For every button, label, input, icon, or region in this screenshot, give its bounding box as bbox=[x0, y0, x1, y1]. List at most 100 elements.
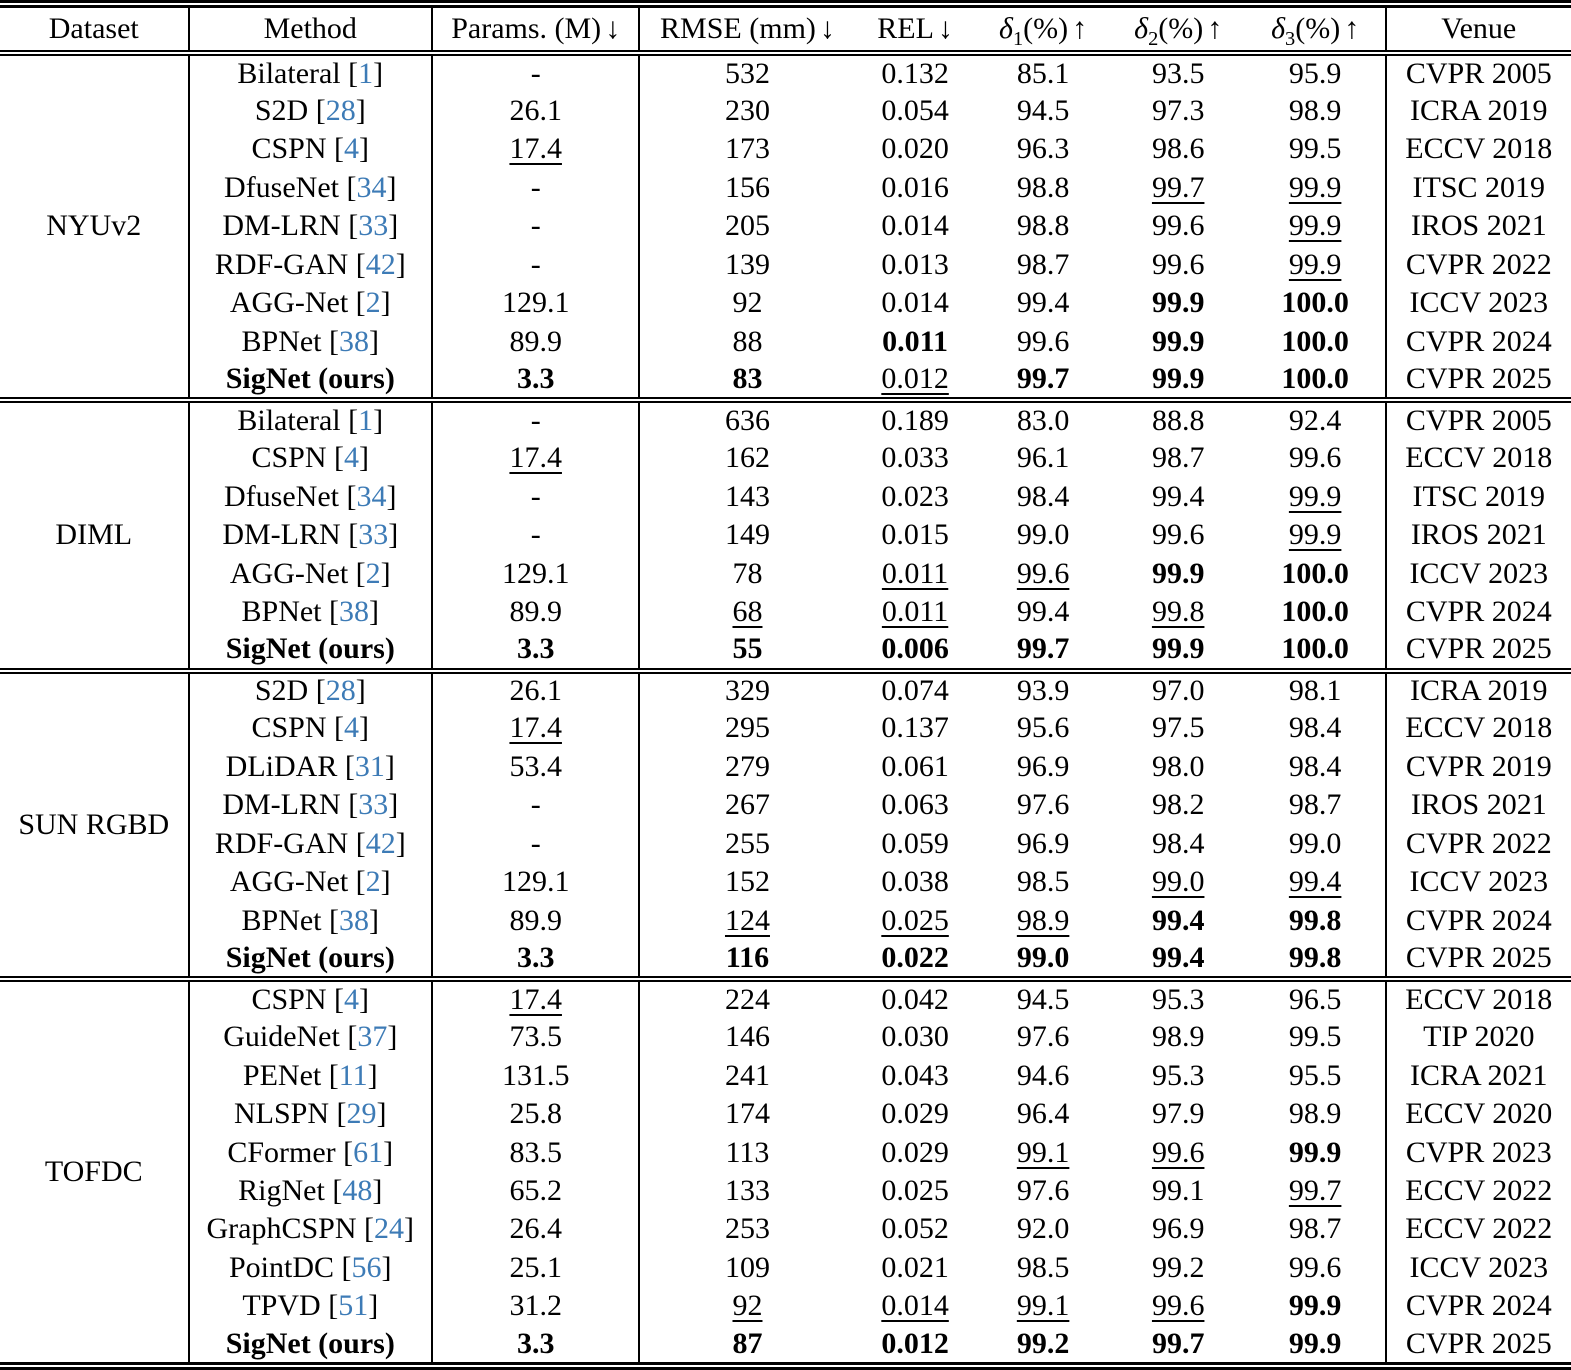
table-row: SigNet (ours) 3.3 83 0.012 99.7 99.9 100.0 CVPR… bbox=[0, 361, 1571, 401]
citation-link[interactable]: 61 bbox=[353, 1135, 384, 1169]
delta1-cell: 93.9 bbox=[1016, 674, 1070, 708]
table-row: RigNet [48] 65.2 133 0.025 97.6 99.1 99.7 ECCV … bbox=[0, 1172, 1571, 1211]
delta-symbol: δ bbox=[999, 11, 1013, 45]
method-name: SigNet (ours) bbox=[225, 361, 395, 395]
citation-link[interactable]: 11 bbox=[338, 1058, 368, 1092]
dataset-section-nyuv2: NYUv2 Bilateral [1] -532 0.132 85.1 93.5 95.9 C… bbox=[0, 53, 1571, 401]
delta1-cell: 96.3 bbox=[1016, 132, 1070, 166]
rel-cell: 0.025 bbox=[881, 1174, 949, 1208]
citation-link[interactable]: 28 bbox=[325, 674, 356, 708]
delta-subscript: 3 bbox=[1285, 27, 1296, 50]
citation-link[interactable]: 38 bbox=[339, 324, 370, 358]
delta3-cell: 99.9 bbox=[1245, 1287, 1387, 1326]
citation-link[interactable]: 51 bbox=[338, 1289, 369, 1323]
method-cell: AGG-Net [2] bbox=[188, 554, 434, 593]
citation-link[interactable]: 31 bbox=[354, 749, 385, 783]
rel-cell: 0.014 bbox=[881, 209, 949, 243]
rel-cell: 0.022 bbox=[855, 940, 976, 979]
citation-link[interactable]: 38 bbox=[339, 903, 370, 937]
citation-link[interactable]: 2 bbox=[365, 286, 381, 320]
col-header-label: Method bbox=[263, 11, 357, 45]
delta1-cell: 94.5 bbox=[1016, 93, 1070, 127]
table-row: NLSPN [29] 25.8 174 0.029 96.4 97.9 98.9 ECCV 2… bbox=[0, 1095, 1571, 1134]
citation-link[interactable]: 42 bbox=[365, 247, 396, 281]
col-header-venue: Venue bbox=[1386, 4, 1571, 53]
citation-link[interactable]: 1 bbox=[358, 56, 374, 90]
method-cell: TPVD [51] bbox=[188, 1287, 434, 1326]
metric-value: 3.3 bbox=[516, 632, 555, 666]
rmse-cell: 253 bbox=[724, 1212, 770, 1246]
citation-link[interactable]: 28 bbox=[325, 93, 356, 127]
delta1-cell: 92.0 bbox=[1016, 1212, 1070, 1246]
citation-link[interactable]: 4 bbox=[344, 132, 360, 166]
citation-link[interactable]: 4 bbox=[344, 711, 360, 745]
delta3-cell: 99.4 bbox=[1245, 863, 1387, 902]
method-name: CSPN bbox=[251, 982, 327, 1016]
citation-link[interactable]: 42 bbox=[365, 826, 396, 860]
citation-link[interactable]: 56 bbox=[351, 1250, 382, 1284]
venue-cell: ITSC 2019 bbox=[1412, 479, 1546, 513]
metric-value: 83 bbox=[732, 361, 763, 395]
citation-link[interactable]: 48 bbox=[342, 1174, 373, 1208]
rmse-cell: 139 bbox=[724, 247, 770, 281]
citation-link[interactable]: 33 bbox=[358, 788, 389, 822]
citation-link[interactable]: 2 bbox=[365, 556, 381, 590]
rel-cell: 0.015 bbox=[881, 518, 949, 552]
delta2-cell: 97.0 bbox=[1151, 674, 1205, 708]
delta1-cell: 98.5 bbox=[1016, 865, 1070, 899]
venue-cell: CVPR 2024 bbox=[1405, 594, 1552, 628]
citation-link[interactable]: 34 bbox=[356, 479, 387, 513]
method-cell: BPNet [38] bbox=[188, 901, 434, 941]
metric-value: 99.9 bbox=[1288, 479, 1342, 513]
method-name: AGG-Net bbox=[229, 286, 349, 320]
metric-value: 99.9 bbox=[1151, 324, 1205, 358]
metric-value: 99.4 bbox=[1288, 865, 1342, 899]
rel-cell: 0.054 bbox=[881, 93, 949, 127]
citation-link[interactable]: 24 bbox=[374, 1212, 405, 1246]
table-row: AGG-Net [2] 129.1 92 0.014 99.4 99.9 100.0 ICCV… bbox=[0, 284, 1571, 323]
rel-cell: 0.014 bbox=[855, 1287, 976, 1325]
table-row: RDF-GAN [42] - 255 0.059 96.9 98.4 99.0 CVPR 20… bbox=[0, 824, 1571, 864]
venue-cell: ECCV 2022 bbox=[1405, 1174, 1553, 1208]
delta2-cell: 99.7 bbox=[1111, 1326, 1246, 1366]
delta2-cell: 99.2 bbox=[1151, 1250, 1205, 1284]
method-cell: SigNet (ours) bbox=[188, 940, 434, 980]
params-cell: 129.1 bbox=[432, 863, 641, 902]
citation-link[interactable]: 2 bbox=[365, 865, 381, 899]
citation-link[interactable]: 37 bbox=[357, 1020, 388, 1054]
delta3-cell: 98.7 bbox=[1245, 786, 1387, 825]
method-name: SigNet (ours) bbox=[225, 1326, 395, 1360]
venue-cell: ICCV 2023 bbox=[1409, 865, 1549, 899]
citation-link[interactable]: 38 bbox=[339, 594, 370, 628]
params-cell: - bbox=[432, 516, 641, 555]
citation-link[interactable]: 33 bbox=[358, 209, 389, 243]
citation-link[interactable]: 1 bbox=[358, 403, 374, 437]
metric-value: 99.4 bbox=[1151, 940, 1205, 974]
citation-link[interactable]: 29 bbox=[346, 1097, 377, 1131]
params-cell: 3.3 bbox=[432, 940, 641, 980]
delta3-cell: 99.6 bbox=[1245, 1248, 1387, 1288]
dataset-label: SUN RGBD bbox=[0, 670, 190, 980]
method-name: BPNet bbox=[241, 903, 322, 937]
delta3-cell: 99.9 bbox=[1245, 207, 1387, 246]
rmse-cell: 230 bbox=[724, 93, 770, 127]
metric-value: 99.8 bbox=[1288, 903, 1342, 937]
citation-link[interactable]: 4 bbox=[344, 441, 360, 475]
dataset-label: DIML bbox=[0, 400, 190, 671]
citation-link[interactable]: 4 bbox=[344, 982, 360, 1016]
table-row: SigNet (ours) 3.3 87 0.012 99.2 99.7 99.9 CVPR … bbox=[0, 1325, 1571, 1366]
delta3-cell: 95.5 bbox=[1245, 1056, 1387, 1096]
metric-value: 99.9 bbox=[1288, 1326, 1342, 1360]
citation-link[interactable]: 33 bbox=[358, 518, 389, 552]
metric-value: 99.7 bbox=[1288, 1174, 1342, 1208]
delta1-cell: 97.6 bbox=[1016, 1020, 1070, 1054]
params-cell: 65.2 bbox=[432, 1172, 641, 1211]
metric-value: 0.014 bbox=[881, 1289, 949, 1323]
table-row: BPNet [38] 89.9 124 0.025 98.9 99.4 99.8 CVPR 2… bbox=[0, 901, 1571, 941]
rel-cell: 0.042 bbox=[881, 982, 949, 1016]
rmse-cell: 205 bbox=[724, 209, 770, 243]
delta3-cell: 100.0 bbox=[1245, 554, 1387, 593]
citation-link[interactable]: 34 bbox=[356, 170, 387, 204]
delta2-cell: 98.2 bbox=[1151, 788, 1205, 822]
